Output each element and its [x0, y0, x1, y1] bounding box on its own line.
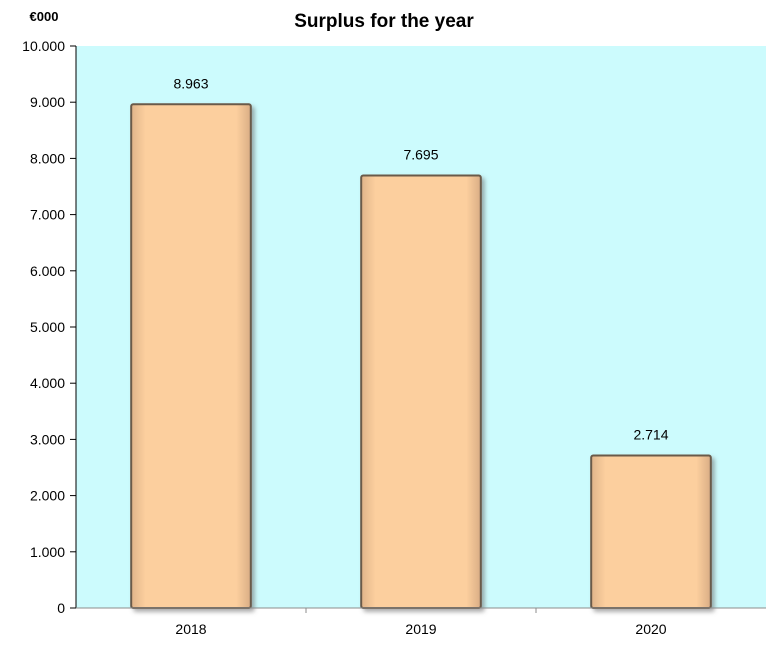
x-tick-label: 2018: [175, 621, 206, 637]
y-tick-label: 3.000: [30, 431, 65, 447]
y-tick-label: 0: [57, 600, 65, 616]
bars: 8.963 7.695 2.714: [130, 75, 712, 610]
bar-2018: [130, 103, 252, 610]
axes: 0 1.000 2.000 3.000 4.000 5.000 6.000 7.000 8.00…: [22, 38, 766, 637]
y-tick-label: 2.000: [30, 488, 65, 504]
y-tick-label: 1.000: [30, 544, 65, 560]
bar-2019: [360, 174, 482, 610]
data-label-2019: 7.695: [403, 147, 438, 163]
y-tick-label: 4.000: [30, 375, 65, 391]
chart-title: Surplus for the year: [294, 11, 474, 32]
bar-2020: [590, 454, 712, 609]
data-label-2020: 2.714: [633, 426, 668, 442]
y-tick-label: 5.000: [30, 319, 65, 335]
x-tick-label: 2020: [635, 621, 666, 637]
y-tick-label: 10.000: [22, 38, 65, 54]
y-tick-label: 6.000: [30, 263, 65, 279]
unit-label: €000: [30, 9, 59, 24]
y-tick-label: 8.000: [30, 150, 65, 166]
y-tick-label: 9.000: [30, 94, 65, 110]
data-label-2018: 8.963: [173, 75, 208, 91]
y-tick-label: 7.000: [30, 207, 65, 223]
x-tick-label: 2019: [405, 621, 436, 637]
